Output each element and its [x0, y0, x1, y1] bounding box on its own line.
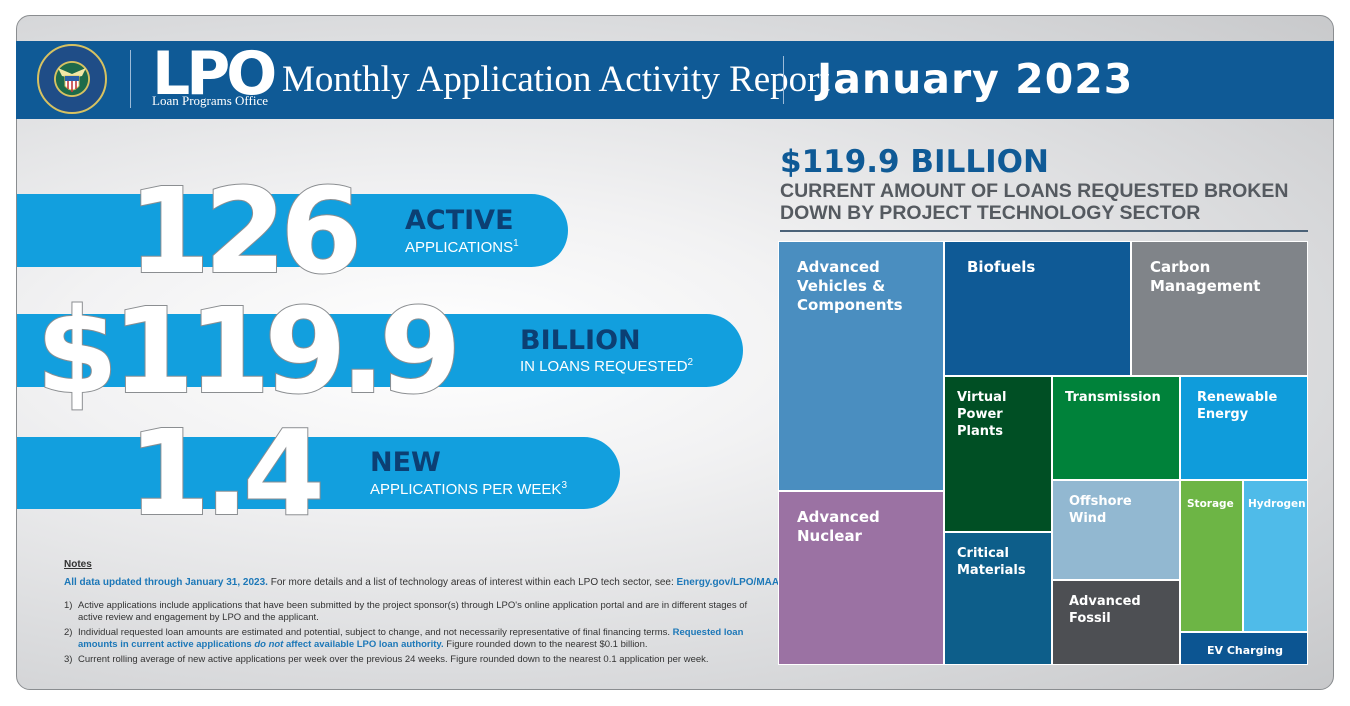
logo-divider: [130, 50, 131, 108]
tile-storage: Storage: [1180, 480, 1243, 632]
stat-pill-billion: [17, 314, 743, 387]
treemap: Advanced Vehicles & Components Advanced …: [778, 241, 1308, 665]
stat-value-billion: $119.9: [35, 282, 462, 420]
stat-label-billion: BILLION: [520, 325, 641, 356]
stat-value-new: 1.4: [127, 404, 326, 542]
stat-sub-new: APPLICATIONS PER WEEK3: [370, 480, 567, 498]
tile-carbon-management: Carbon Management: [1131, 241, 1308, 376]
note-1: 1) Active applications include applicati…: [64, 600, 748, 623]
report-period: January 2023: [817, 55, 1134, 103]
tile-transmission: Transmission: [1052, 376, 1180, 480]
stat-label-active: ACTIVE: [405, 205, 514, 236]
tile-critical-materials: Critical Materials: [944, 532, 1052, 665]
report-title: Monthly Application Activity Report: [282, 59, 830, 100]
tile-advanced-fossil: Advanced Fossil: [1052, 580, 1180, 665]
stat-sub-active: APPLICATIONS1: [405, 238, 519, 256]
maar-link[interactable]: Energy.gov/LPO/MAAR: [676, 577, 787, 588]
eagle-shield-icon: [58, 68, 86, 92]
stat-pill-new: [17, 437, 620, 509]
treemap-rule: [780, 230, 1308, 232]
tile-ev-charging: EV Charging: [1180, 632, 1308, 665]
treemap-total: $119.9 BILLION: [780, 144, 1049, 180]
tile-biofuels: Biofuels: [944, 241, 1131, 376]
stat-label-new: NEW: [370, 447, 441, 478]
note-3: 3) Current rolling average of new active…: [64, 654, 709, 665]
lpo-logo: LPO: [152, 39, 277, 109]
tile-advanced-nuclear: Advanced Nuclear: [778, 491, 944, 665]
stat-sub-billion: IN LOANS REQUESTED2: [520, 357, 694, 375]
tile-hydrogen: Hydrogen: [1243, 480, 1308, 632]
lpo-logo-subtitle: Loan Programs Office: [152, 93, 269, 108]
stat-pill-active: [17, 194, 568, 267]
note-2: 2) Individual requested loan amounts are…: [64, 627, 744, 650]
tile-virtual-power-plants: Virtual Power Plants: [944, 376, 1052, 532]
header-banner: [16, 41, 1334, 119]
tile-renewable-energy: Renewable Energy: [1180, 376, 1308, 480]
tile-offshore-wind: Offshore Wind: [1052, 480, 1180, 580]
notes-heading: Notes: [64, 559, 92, 570]
notes-lead: All data updated through January 31, 202…: [64, 577, 787, 588]
treemap-subtitle: CURRENT AMOUNT OF LOANS REQUESTED BROKEN…: [780, 180, 1289, 224]
tile-advanced-vehicles: Advanced Vehicles & Components: [778, 241, 944, 491]
title-divider: [783, 56, 784, 104]
stat-value-active: 126: [127, 162, 363, 300]
